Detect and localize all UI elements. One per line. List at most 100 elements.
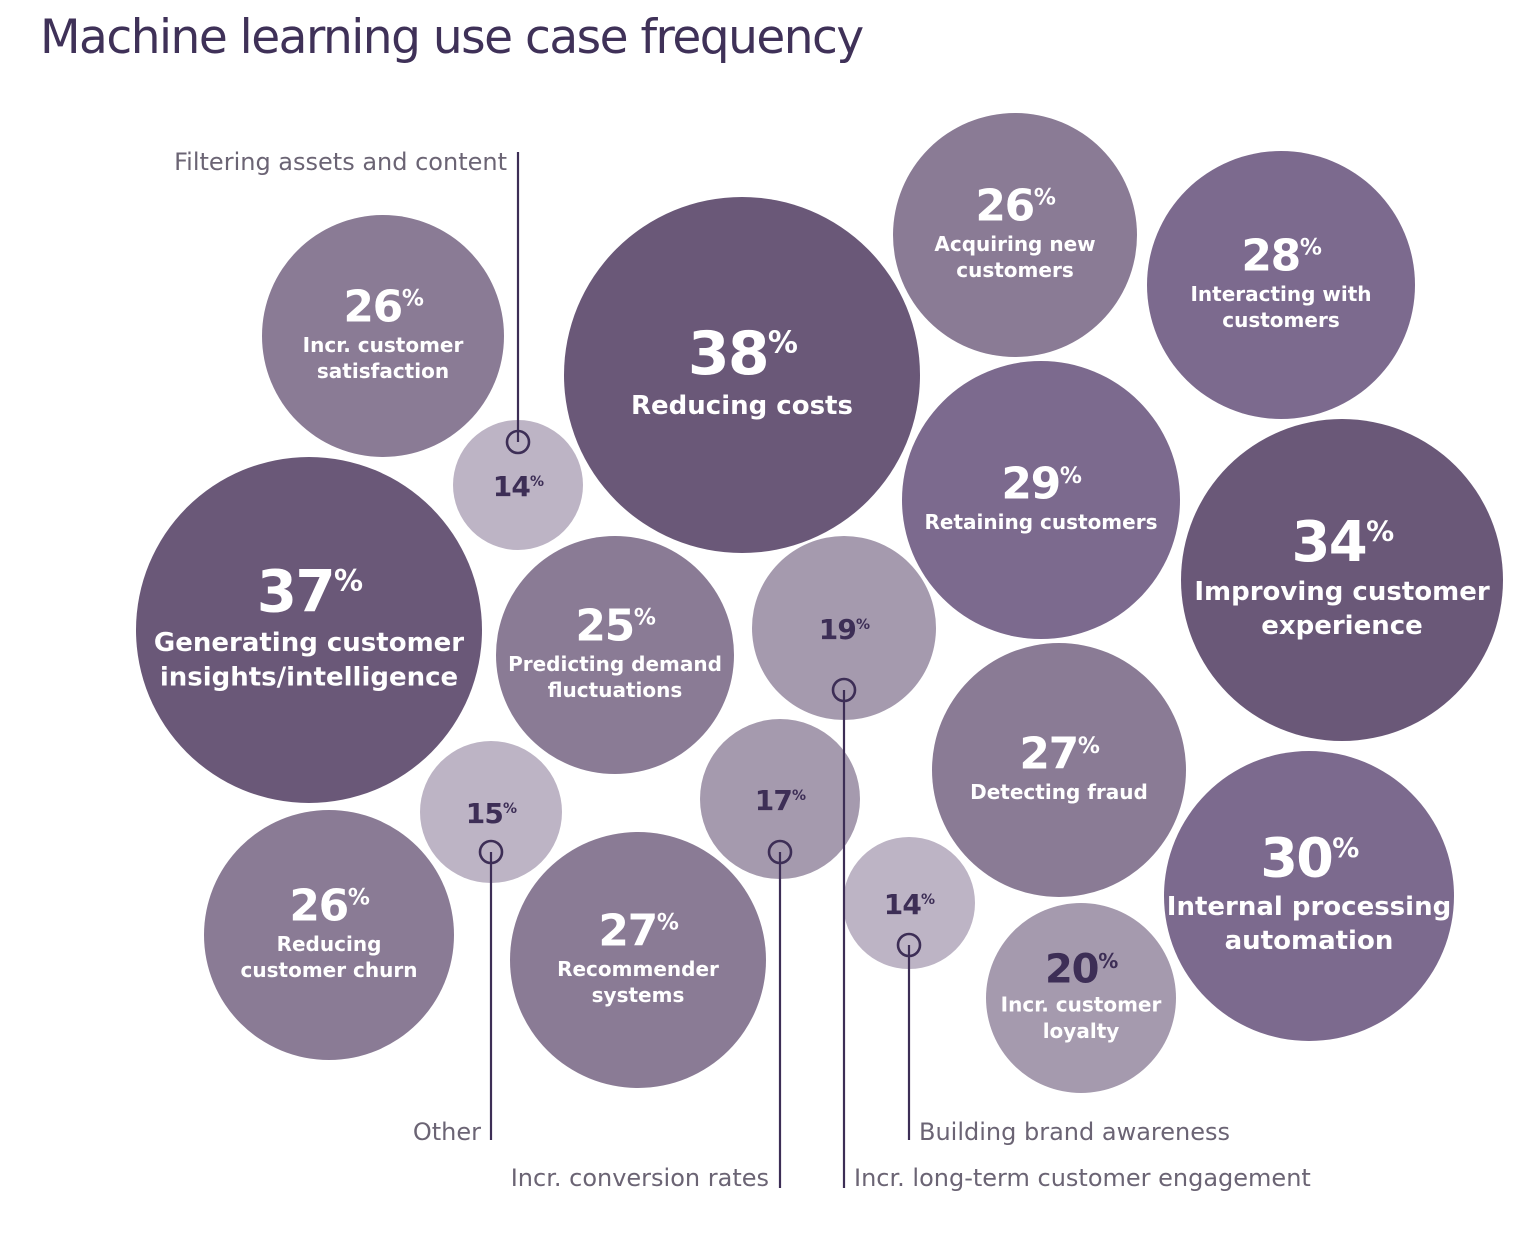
- bubble-label-line: Acquiring new: [934, 232, 1095, 256]
- bubble-value-unit: %: [530, 474, 544, 490]
- bubble-value-incr-long-term-customer-engagement: 19%: [819, 613, 870, 646]
- bubble-value-building-brand-awareness: 14%: [884, 888, 935, 921]
- bubble-label-detecting-fraud: Detecting fraud: [970, 780, 1148, 804]
- bubble-label-line: satisfaction: [317, 359, 449, 383]
- bubble-label-predicting-demand-fluctuations: Predicting demand fluctuations: [508, 652, 722, 702]
- bubble-value-improving-customer-experience: 34%: [1292, 510, 1395, 575]
- bubble-label-line: Retaining customers: [925, 510, 1158, 534]
- bubble-value-generating-customer-insights-intelligence: 37%: [257, 557, 363, 625]
- bubble-label-line: Generating customer: [154, 628, 464, 658]
- bubble-value-number: 26: [975, 180, 1034, 231]
- bubble-label-line: Predicting demand: [508, 652, 722, 676]
- bubble-label-retaining-customers: Retaining customers: [925, 510, 1158, 534]
- bubble-value-unit: %: [856, 617, 870, 633]
- bubble-label-line: fluctuations: [548, 678, 683, 702]
- bubble-label-line: Detecting fraud: [970, 780, 1148, 804]
- bubble-label-recommender-systems: Recommender systems: [557, 957, 719, 1007]
- bubble-value-number: 25: [575, 600, 634, 651]
- leader-anchor-other: [478, 839, 504, 865]
- bubble-recommender-systems: [510, 832, 766, 1088]
- bubble-value-reducing-customer-churn: 26%: [289, 880, 370, 931]
- bubble-label-internal-processing-automation: Internal processing automation: [1167, 892, 1451, 956]
- bubble-label-line: systems: [592, 983, 685, 1007]
- bubble-acquiring-new-customers: [893, 113, 1137, 357]
- bubble-internal-processing-automation: [1164, 751, 1454, 1041]
- bubble-label-incr-customer-satisfaction: Incr. customer satisfaction: [303, 333, 464, 383]
- bubble-label-reducing-costs: Reducing costs: [631, 391, 853, 421]
- bubble-value-number: 14: [493, 470, 531, 503]
- bubble-value-number: 26: [289, 880, 348, 931]
- bubble-label-interacting-with-customers: Interacting with customers: [1190, 282, 1371, 332]
- leader-anchor-incr-long-term-customer-engagement: [831, 677, 857, 703]
- bubble-improving-customer-experience: [1181, 419, 1503, 741]
- external-label-filtering-assets-and-content: Filtering assets and content: [174, 148, 507, 176]
- bubble-value-number: 27: [598, 905, 657, 956]
- bubble-label-line: insights/intelligence: [160, 662, 458, 692]
- bubble-value-unit: %: [503, 801, 517, 817]
- bubble-interacting-with-customers: [1147, 151, 1415, 419]
- leader-layer: Incr. long-term customer engagement Incr.…: [174, 148, 1311, 1192]
- bubble-value-unit: %: [1060, 464, 1082, 489]
- bubble-value-incr-customer-loyalty: 20%: [1045, 946, 1118, 992]
- bubble-value-unit: %: [1332, 833, 1359, 864]
- leader-anchor-incr-conversion-rates: [767, 839, 793, 865]
- bubble-value-number: 34: [1292, 510, 1367, 575]
- bubble-value-reducing-costs: 38%: [688, 319, 798, 389]
- bubble-predicting-demand-fluctuations: [496, 536, 734, 774]
- bubble-value-number: 19: [819, 613, 856, 646]
- bubble-value-number: 15: [466, 797, 503, 830]
- bubble-reducing-customer-churn: [204, 810, 454, 1060]
- bubble-label-line: customers: [956, 258, 1073, 282]
- bubble-incr-customer-satisfaction: [262, 215, 504, 457]
- bubble-label-line: Improving customer: [1194, 577, 1490, 607]
- bubble-value-predicting-demand-fluctuations: 25%: [575, 600, 656, 651]
- bubble-value-unit: %: [792, 788, 806, 804]
- bubble-layer: [136, 113, 1503, 1093]
- leader-anchor-building-brand-awareness: [896, 932, 922, 958]
- bubble-building-brand-awareness: [843, 837, 975, 969]
- bubble-value-interacting-with-customers: 28%: [1241, 230, 1322, 281]
- bubble-value-number: 26: [343, 281, 402, 332]
- external-label-incr-conversion-rates: Incr. conversion rates: [511, 1164, 769, 1192]
- bubble-value-retaining-customers: 29%: [1001, 459, 1082, 510]
- bubble-label-line: automation: [1225, 926, 1394, 956]
- bubble-incr-conversion-rates: [700, 719, 860, 879]
- bubble-value-detecting-fraud: 27%: [1019, 729, 1100, 780]
- bubble-value-unit: %: [921, 892, 935, 908]
- bubble-value-number: 37: [257, 557, 334, 625]
- bubble-incr-customer-loyalty: [986, 903, 1176, 1093]
- bubble-value-other: 15%: [466, 797, 517, 830]
- bubble-label-generating-customer-insights-intelligence: Generating customer insights/intelligence: [154, 628, 464, 692]
- bubble-value-incr-customer-satisfaction: 26%: [343, 281, 424, 332]
- bubble-value-incr-conversion-rates: 17%: [755, 784, 806, 817]
- bubble-value-number: 38: [688, 319, 768, 389]
- bubble-value-number: 20: [1045, 946, 1098, 992]
- bubble-filtering-assets-and-content: [453, 420, 583, 550]
- bubble-value-acquiring-new-customers: 26%: [975, 180, 1056, 231]
- bubble-value-number: 14: [884, 888, 922, 921]
- bubble-value-number: 28: [1241, 230, 1300, 281]
- bubble-generating-customer-insights-intelligence: [136, 457, 482, 803]
- bubble-value-filtering-assets-and-content: 14%: [493, 470, 544, 503]
- bubble-label-line: Incr. customer: [1001, 993, 1162, 1017]
- bubble-label-line: Recommender: [557, 957, 719, 981]
- bubble-other: [420, 741, 562, 883]
- leader-anchor-filtering-assets-and-content: [505, 429, 531, 455]
- bubble-value-unit: %: [348, 886, 370, 911]
- bubble-label-line: Internal processing: [1167, 892, 1451, 922]
- external-label-incr-long-term-customer-engagement: Incr. long-term customer engagement: [854, 1164, 1311, 1192]
- bubble-label-line: Reducing: [277, 932, 382, 956]
- chart-title: Machine learning use case frequency: [40, 10, 864, 65]
- bubble-value-unit: %: [1034, 186, 1056, 211]
- bubble-value-unit: %: [768, 325, 798, 360]
- bubble-label-reducing-customer-churn: Reducing customer churn: [241, 932, 418, 982]
- bubble-value-unit: %: [1078, 734, 1100, 759]
- bubble-value-number: 17: [755, 784, 792, 817]
- bubble-incr-long-term-customer-engagement: [752, 536, 936, 720]
- bubble-value-number: 27: [1019, 729, 1078, 780]
- bubble-retaining-customers: [902, 361, 1180, 639]
- bubble-value-internal-processing-automation: 30%: [1260, 826, 1359, 889]
- bubble-value-recommender-systems: 27%: [598, 905, 679, 956]
- bubble-value-unit: %: [1366, 515, 1394, 548]
